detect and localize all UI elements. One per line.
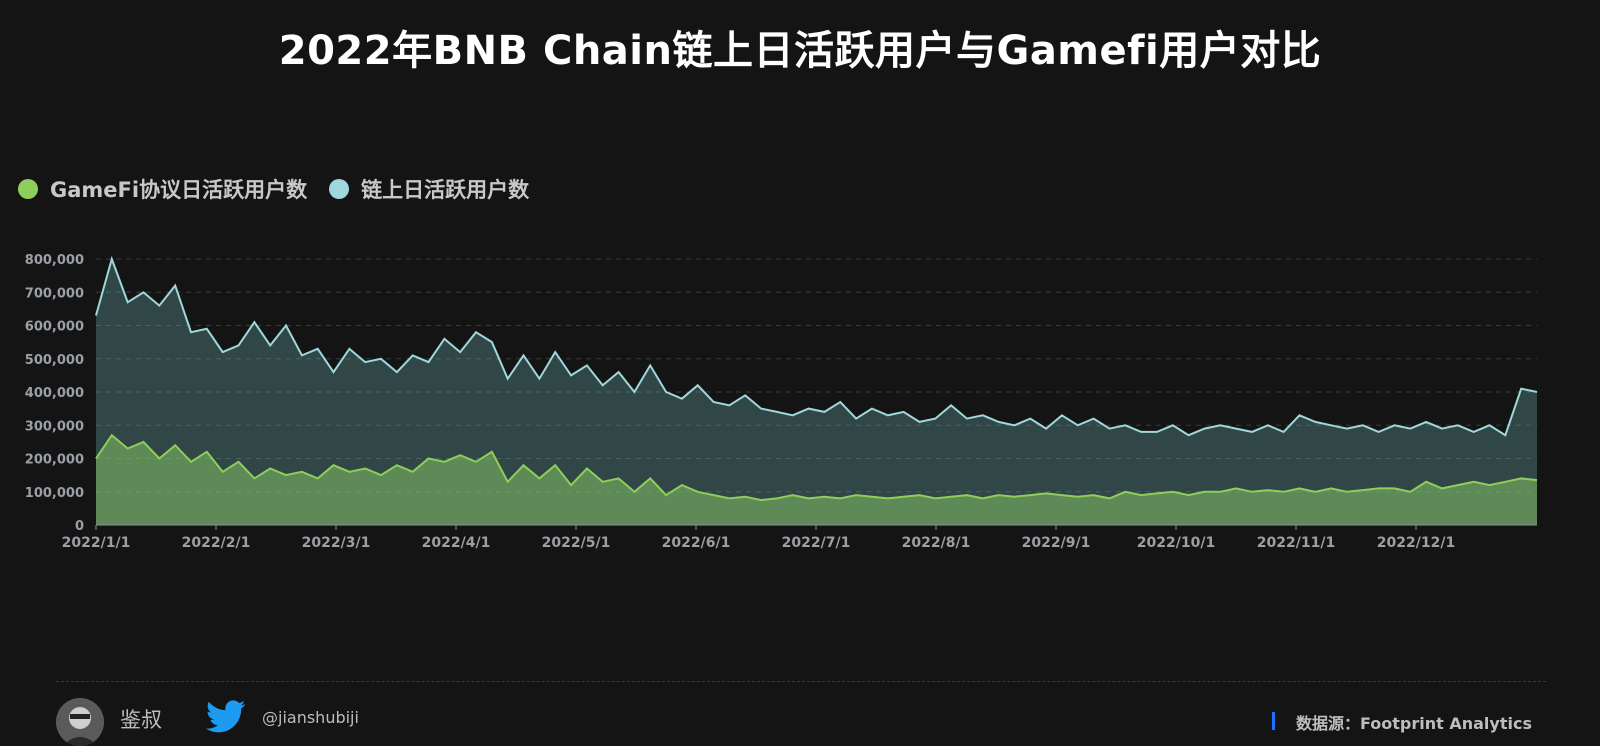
series-line-chain xyxy=(95,255,1538,437)
x-tick-label: 2022/2/1 xyxy=(182,535,251,551)
chart-title: 2022年BNB Chain链上日活跃用户与Gamefi用户对比 xyxy=(278,28,1322,74)
y-tick-label: 200,000 xyxy=(25,453,84,468)
y-tick-label: 600,000 xyxy=(25,320,84,335)
y-tick-label: 0 xyxy=(75,519,84,534)
y-tick-label: 300,000 xyxy=(25,419,84,434)
x-tick-label: 2022/1/1 xyxy=(62,535,131,551)
x-tick-label: 2022/10/1 xyxy=(1137,535,1215,551)
x-tick-label: 2022/9/1 xyxy=(1022,535,1091,551)
y-tick-label: 400,000 xyxy=(25,386,84,401)
x-tick-label: 2022/12/1 xyxy=(1377,535,1455,551)
y-tick-label: 100,000 xyxy=(25,486,84,501)
legend-dot-chain xyxy=(329,179,350,199)
x-tick-label: 2022/5/1 xyxy=(542,535,611,551)
legend-label-gamefi: GameFi协议日活跃用户数 xyxy=(50,178,308,202)
twitter-handle[interactable]: @jianshubiji xyxy=(262,708,359,727)
footer-divider xyxy=(56,681,1546,682)
legend-item-chain[interactable]: 链上日活跃用户数 xyxy=(329,174,529,204)
x-tick-label: 2022/6/1 xyxy=(662,535,731,551)
x-tick-label: 2022/3/1 xyxy=(302,535,371,551)
author-name: 鉴叔 xyxy=(120,708,162,732)
legend-item-gamefi[interactable]: GameFi协议日活跃用户数 xyxy=(18,174,307,204)
y-tick-label: 800,000 xyxy=(25,253,84,268)
twitter-icon[interactable] xyxy=(206,700,246,738)
area-chart: 0 100,000 200,000 300,000 400,000 500,000 600,… xyxy=(25,253,1538,551)
legend-label-chain: 链上日活跃用户数 xyxy=(361,178,530,202)
legend-dot-gamefi xyxy=(18,179,38,199)
x-tick-label: 2022/4/1 xyxy=(422,535,491,551)
avatar xyxy=(56,698,104,746)
x-tick-label: 2022/11/1 xyxy=(1257,535,1335,551)
legend: GameFi协议日活跃用户数 链上日活跃用户数 xyxy=(18,174,529,204)
x-tick-label: 2022/7/1 xyxy=(782,535,851,551)
x-tick-label: 2022/8/1 xyxy=(902,535,971,551)
series-line-gamefi xyxy=(95,433,1538,502)
y-tick-label: 500,000 xyxy=(25,353,84,368)
data-source: 数据源：Footprint Analytics xyxy=(1296,714,1532,733)
y-tick-label: 700,000 xyxy=(25,286,84,301)
source-accent-bar xyxy=(1272,712,1275,730)
